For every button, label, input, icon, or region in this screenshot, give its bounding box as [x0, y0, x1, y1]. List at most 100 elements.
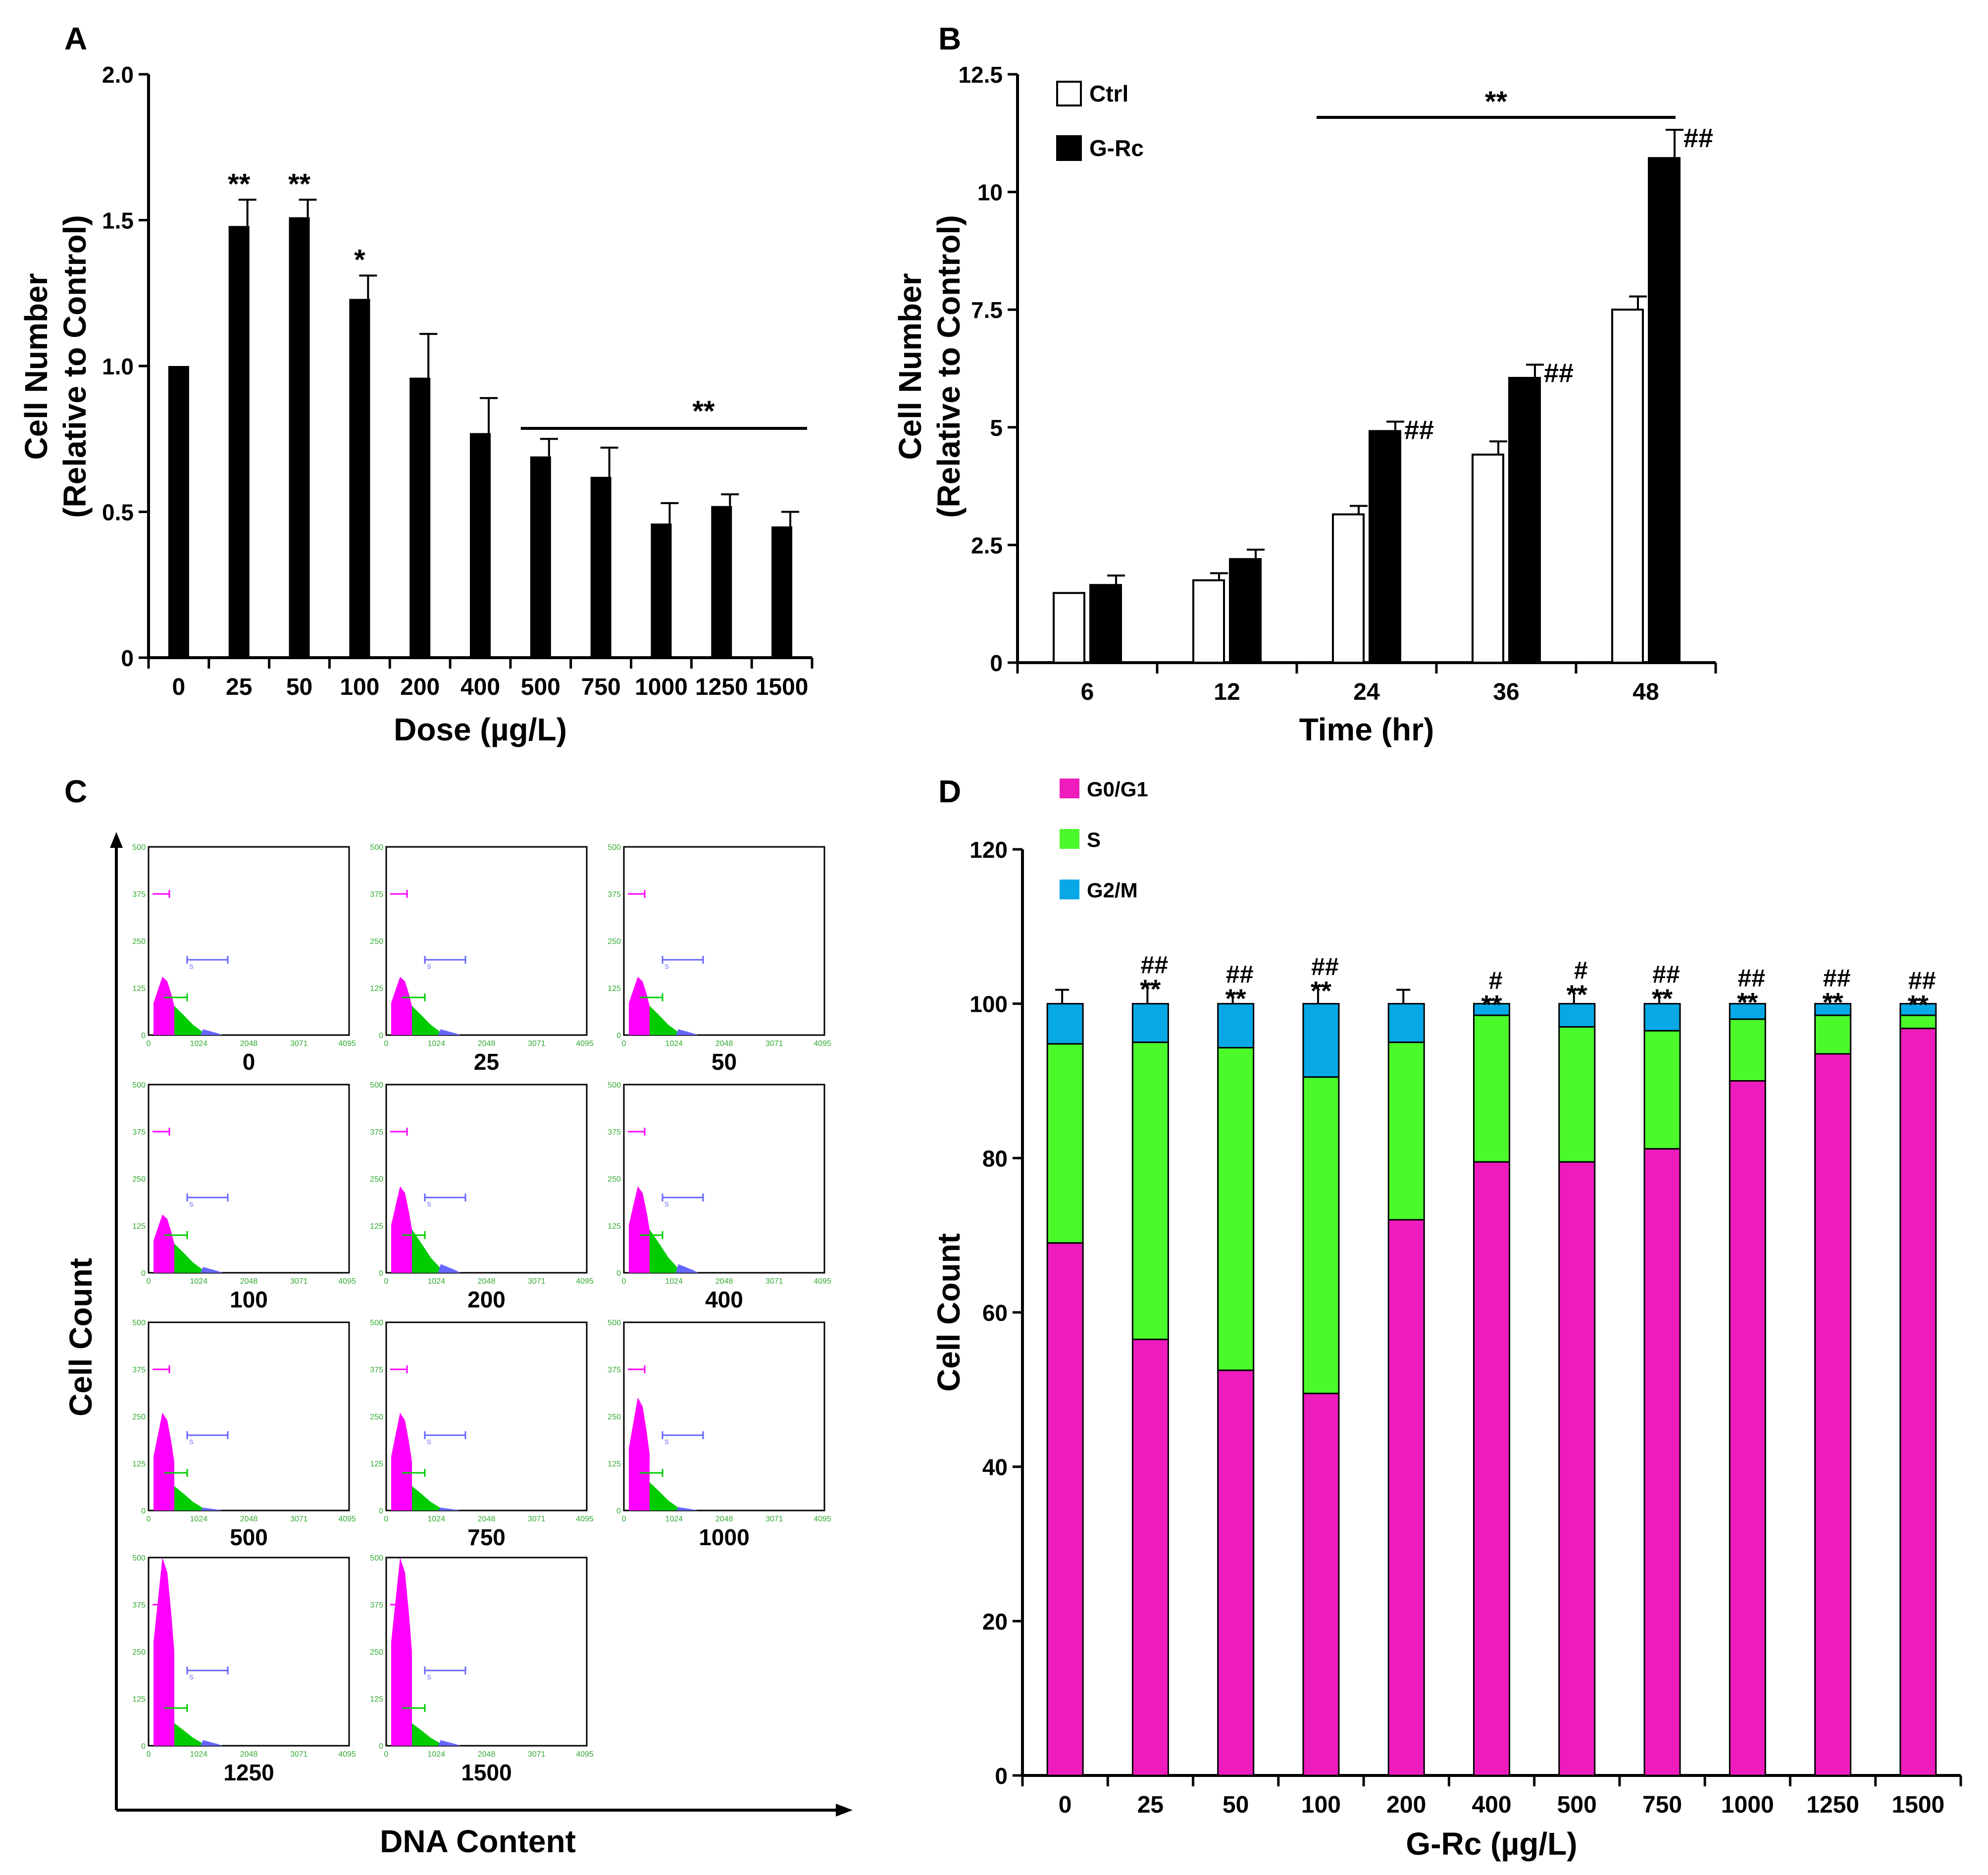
- significance-mark: *: [354, 244, 365, 276]
- g1-peak: [391, 1412, 412, 1510]
- x-tick-label: 25: [1137, 1792, 1164, 1818]
- hist-y-tick-label: 375: [132, 1366, 146, 1374]
- legend-swatch: [1056, 81, 1082, 106]
- bar-segment-g2m: [1558, 1003, 1596, 1028]
- y-tick-label: 0: [121, 645, 134, 671]
- histogram-dose-label: 100: [230, 1287, 268, 1312]
- legend-label: G-Rc: [1089, 135, 1144, 161]
- x-tick-label: 0: [1059, 1792, 1072, 1818]
- hist-y-tick-label: 125: [132, 1222, 146, 1231]
- s-phase: [412, 1486, 446, 1510]
- panel-label: C: [64, 774, 87, 809]
- x-tick-label: 400: [460, 674, 500, 700]
- bar-segment-g2m: [1217, 1003, 1255, 1048]
- x-tick-label: 1000: [635, 674, 688, 700]
- hist-x-tick-label: 3071: [290, 1515, 308, 1523]
- significance-star: **: [1908, 990, 1929, 1020]
- legend-label: Ctrl: [1089, 81, 1128, 106]
- hist-y-tick-label: 375: [370, 1128, 383, 1137]
- hist-y-tick-label: 375: [370, 1366, 383, 1374]
- significance-star: **: [1737, 988, 1758, 1017]
- histogram-dose-label: 750: [467, 1524, 506, 1550]
- g2m-tail: [676, 1264, 698, 1273]
- bar-segment-g2m: [1899, 1003, 1937, 1016]
- hist-y-tick-label: 0: [379, 1269, 383, 1278]
- y-axis-title-line: (Relative to Control): [931, 215, 967, 518]
- bar-segment-g0g1: [1473, 1161, 1510, 1776]
- bar-segment-g0g1: [1131, 1339, 1169, 1776]
- hist-x-tick-label: 3071: [765, 1277, 783, 1286]
- s-phase: [174, 1486, 208, 1510]
- legend-swatch: [1060, 880, 1079, 899]
- hist-x-tick-label: 0: [147, 1750, 151, 1759]
- hist-x-tick-label: 0: [384, 1277, 389, 1286]
- bar-segment-s: [1302, 1076, 1340, 1395]
- x-tick-label: 200: [400, 674, 440, 700]
- x-tick-label: 500: [1557, 1792, 1597, 1818]
- hist-x-tick-label: 4095: [338, 1277, 356, 1286]
- x-tick-label: 100: [1301, 1792, 1341, 1818]
- histogram-panel: 0 125 250 375 500 0 1024 2048 3071 4095 S 0: [132, 843, 356, 1075]
- y-axis-title: Cell Number(Relative to Control): [892, 215, 967, 518]
- hist-x-tick-label: 1024: [665, 1277, 683, 1286]
- bar-segment-s: [1729, 1018, 1766, 1082]
- x-tick-label: 1500: [756, 674, 809, 700]
- legend-label: G2/M: [1087, 879, 1138, 902]
- hist-x-tick-label: 2048: [715, 1515, 733, 1523]
- hist-y-tick-label: 0: [616, 1269, 621, 1278]
- histogram-frame: [385, 1557, 588, 1747]
- bar: [289, 217, 310, 658]
- histogram-panel: 0 125 250 375 500 0 1024 2048 3071 4095 S 1500: [370, 1554, 594, 1785]
- legend-label: S: [1087, 828, 1101, 851]
- hist-y-tick-label: 250: [132, 1413, 146, 1421]
- hist-x-tick-label: 0: [622, 1040, 626, 1048]
- hist-y-tick-label: 375: [132, 890, 146, 899]
- histogram-frame: [385, 1321, 588, 1511]
- bar-segment-s: [1899, 1014, 1937, 1030]
- y-axis-title-line: (Relative to Control): [57, 215, 93, 518]
- histogram-dose-label: 1000: [699, 1524, 749, 1550]
- significance-star: **: [1140, 975, 1161, 1004]
- bar-segment-g2m: [1473, 1003, 1510, 1016]
- histogram-frame: [385, 846, 588, 1036]
- hist-y-tick-label: 500: [132, 1081, 146, 1090]
- y-tick-label: 0.5: [102, 500, 134, 525]
- significance-star: **: [1311, 976, 1331, 1006]
- hist-y-tick-label: 0: [379, 1742, 383, 1751]
- y-tick-label: 5: [990, 415, 1003, 441]
- hist-x-tick-label: 2048: [240, 1277, 258, 1286]
- bar-segment-g0g1: [1814, 1053, 1852, 1776]
- legend-swatch: [1060, 779, 1079, 798]
- g1-peak: [153, 1412, 174, 1510]
- hist-y-tick-label: 250: [370, 1413, 383, 1421]
- x-tick-label: 12: [1214, 679, 1240, 705]
- significance-star: **: [1823, 988, 1843, 1017]
- hist-y-tick-label: 0: [616, 1507, 621, 1515]
- histogram-dose-label: 50: [712, 1049, 737, 1075]
- hist-y-tick-label: 500: [370, 1319, 383, 1327]
- hist-y-tick-label: 125: [132, 1460, 146, 1468]
- x-tick-label: 200: [1386, 1792, 1426, 1818]
- hist-y-tick-label: 0: [616, 1032, 621, 1040]
- gate-label: S: [664, 1200, 669, 1208]
- gate-label: S: [189, 1438, 194, 1446]
- y-tick-label: 2.5: [971, 532, 1003, 558]
- significance-mark: ##: [1544, 358, 1574, 388]
- hist-x-tick-label: 3071: [765, 1040, 783, 1048]
- y-axis-title-line: Cell Number: [892, 273, 928, 460]
- hist-x-tick-label: 3071: [290, 1277, 308, 1286]
- x-tick-label: 1000: [1721, 1792, 1774, 1818]
- hist-y-tick-label: 0: [379, 1032, 383, 1040]
- hist-x-tick-label: 0: [384, 1515, 389, 1523]
- hist-x-tick-label: 2048: [478, 1277, 496, 1286]
- y-tick-label: 20: [982, 1609, 1008, 1634]
- x-tick-label: 50: [1223, 1792, 1249, 1818]
- hist-y-tick-label: 125: [370, 1460, 383, 1468]
- hist-y-tick-label: 125: [608, 985, 621, 993]
- bar-grc: [1089, 584, 1122, 664]
- significance-hash: ##: [1226, 960, 1254, 988]
- gate-label: S: [427, 963, 431, 970]
- histogram-dose-label: 400: [705, 1287, 743, 1312]
- histogram-panel: 0 125 250 375 500 0 1024 2048 3071 4095 S 200: [370, 1081, 594, 1312]
- bracket-label: **: [1485, 86, 1508, 118]
